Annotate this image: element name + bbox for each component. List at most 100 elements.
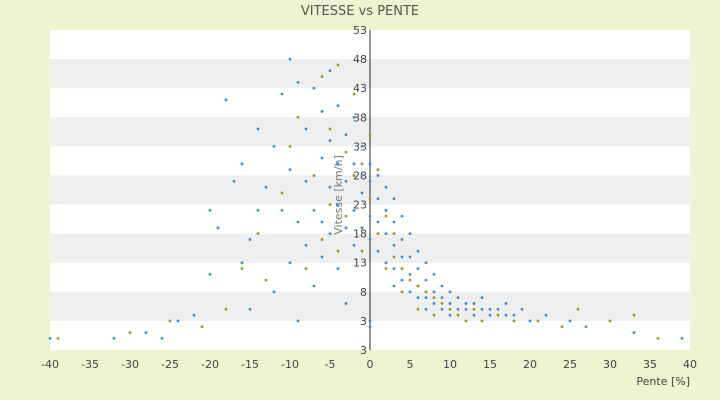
data-point bbox=[400, 267, 404, 270]
x-tick-label: 15 bbox=[483, 358, 497, 371]
data-point bbox=[320, 220, 324, 224]
x-tick-label: -35 bbox=[81, 358, 99, 371]
x-tick-label: -30 bbox=[121, 358, 139, 371]
data-point bbox=[328, 127, 332, 131]
data-point bbox=[656, 336, 660, 340]
data-point bbox=[496, 307, 500, 311]
data-point bbox=[384, 267, 388, 270]
data-point bbox=[192, 313, 196, 317]
x-tick-label: 25 bbox=[563, 358, 577, 371]
data-point bbox=[456, 296, 460, 300]
data-point bbox=[432, 290, 436, 294]
data-point bbox=[144, 331, 148, 334]
data-point bbox=[440, 284, 444, 288]
data-point bbox=[352, 243, 356, 247]
data-point bbox=[528, 319, 532, 323]
data-point bbox=[256, 208, 260, 212]
data-point bbox=[288, 144, 292, 148]
data-point bbox=[464, 302, 468, 305]
data-point bbox=[400, 290, 404, 294]
data-point bbox=[400, 255, 404, 259]
data-point bbox=[440, 307, 444, 311]
data-point bbox=[488, 313, 492, 317]
data-point bbox=[344, 226, 348, 230]
data-point bbox=[408, 255, 412, 259]
data-point bbox=[344, 214, 348, 218]
data-point bbox=[336, 63, 340, 67]
data-point bbox=[400, 278, 404, 282]
data-point bbox=[336, 162, 340, 166]
y-tick-label: 38 bbox=[353, 111, 367, 124]
data-point bbox=[368, 214, 372, 218]
data-point bbox=[360, 191, 364, 195]
data-point bbox=[280, 92, 284, 96]
x-axis-label: Pente [%] bbox=[636, 375, 690, 388]
data-point bbox=[680, 336, 684, 340]
data-point bbox=[360, 144, 364, 148]
data-point bbox=[448, 307, 452, 311]
data-point bbox=[392, 267, 396, 270]
y-tick-label: 28 bbox=[353, 169, 367, 182]
data-point bbox=[480, 296, 484, 300]
x-tick-label: -25 bbox=[161, 358, 179, 371]
x-tick-label: 20 bbox=[523, 358, 537, 371]
x-tick-label: 35 bbox=[643, 358, 657, 371]
data-point bbox=[328, 69, 332, 73]
data-point bbox=[416, 267, 420, 270]
data-point bbox=[384, 261, 388, 265]
data-point bbox=[352, 208, 356, 212]
data-point bbox=[48, 336, 52, 340]
data-point bbox=[512, 319, 516, 323]
data-point bbox=[432, 313, 436, 317]
data-point bbox=[240, 162, 244, 166]
data-point bbox=[376, 197, 380, 201]
data-point bbox=[312, 208, 316, 212]
data-point bbox=[256, 127, 260, 131]
y-tick-label: 13 bbox=[353, 257, 367, 270]
data-point bbox=[576, 307, 580, 311]
data-point bbox=[392, 220, 396, 224]
data-point bbox=[520, 307, 524, 311]
data-point bbox=[376, 232, 380, 236]
y-tick-label: 53 bbox=[353, 24, 367, 37]
data-point bbox=[224, 98, 228, 102]
data-point bbox=[632, 313, 636, 317]
data-point bbox=[560, 325, 564, 329]
data-point bbox=[288, 261, 292, 265]
data-point bbox=[128, 331, 132, 334]
data-point bbox=[264, 278, 268, 282]
data-point bbox=[456, 313, 460, 317]
data-point bbox=[344, 302, 348, 305]
data-point bbox=[368, 179, 372, 183]
y-tick-label: 3 bbox=[360, 315, 367, 328]
data-point bbox=[304, 267, 308, 270]
data-point bbox=[384, 208, 388, 212]
data-point bbox=[256, 232, 260, 236]
data-point bbox=[392, 243, 396, 247]
data-point bbox=[376, 174, 380, 177]
data-point bbox=[352, 174, 356, 177]
data-point bbox=[392, 232, 396, 236]
x-tick-label: 5 bbox=[407, 358, 414, 371]
data-point bbox=[216, 226, 220, 230]
data-point bbox=[632, 331, 636, 334]
data-point bbox=[336, 203, 340, 206]
data-point bbox=[424, 290, 428, 294]
data-point bbox=[368, 162, 372, 166]
y-tick-label: 23 bbox=[353, 199, 367, 212]
y-tick-label: 3 bbox=[360, 344, 367, 357]
data-point bbox=[456, 307, 460, 311]
data-point bbox=[312, 284, 316, 288]
data-point bbox=[432, 296, 436, 300]
data-point bbox=[408, 232, 412, 236]
data-point bbox=[416, 307, 420, 311]
data-point bbox=[320, 110, 324, 113]
data-point bbox=[440, 302, 444, 305]
data-point bbox=[296, 220, 300, 224]
data-point bbox=[304, 127, 308, 131]
data-point bbox=[392, 255, 396, 259]
data-point bbox=[320, 75, 324, 78]
data-point bbox=[240, 267, 244, 270]
